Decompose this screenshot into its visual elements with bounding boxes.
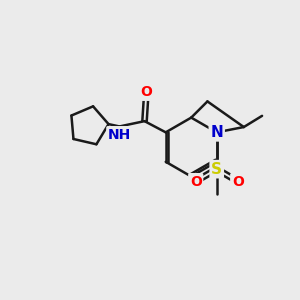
- Text: S: S: [211, 162, 222, 177]
- Text: O: O: [140, 85, 152, 99]
- Text: N: N: [210, 125, 223, 140]
- Text: O: O: [232, 175, 244, 189]
- Text: NH: NH: [108, 128, 131, 142]
- Text: O: O: [190, 175, 202, 189]
